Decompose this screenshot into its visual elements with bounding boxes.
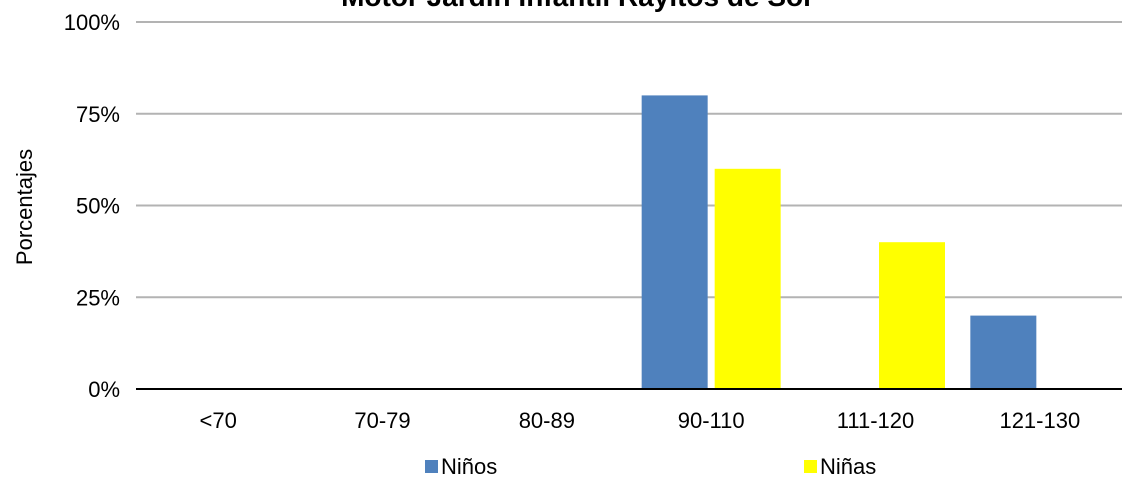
bar-ninos-5 [970,315,1037,389]
y-tick-label: 25% [76,285,120,310]
legend-label-ninas: Niñas [820,454,876,478]
bar-ninos-3 [641,95,708,390]
x-tick-label: 121-130 [999,408,1080,433]
y-tick-label: 75% [76,102,120,127]
y-tick-label: 100% [64,10,120,35]
chart-title: Motor Jardín Infantil Rayitos de Sol [341,0,811,12]
legend-swatch-ninos [425,460,438,473]
legend: Niños Niñas [425,454,876,478]
bars [641,95,1037,390]
x-tick-labels: <70 70-79 80-89 90-110 111-120 121-130 [200,408,1081,433]
y-tick-labels: 0% 25% 50% 75% 100% [64,10,120,402]
x-tick-label: <70 [200,408,237,433]
bar-ninas-3 [714,168,781,389]
y-tick-label: 0% [88,377,120,402]
y-tick-label: 50% [76,194,120,219]
x-tick-label: 80-89 [519,408,575,433]
legend-swatch-ninas [804,460,817,473]
y-axis-title: Porcentajes [12,149,37,265]
x-tick-label: 90-110 [678,408,745,433]
gridlines [136,21,1122,299]
x-tick-label: 70-79 [354,408,410,433]
bar-ninas-4 [879,242,945,389]
x-tick-label: 111-120 [837,408,914,433]
legend-label-ninos: Niños [441,454,497,478]
